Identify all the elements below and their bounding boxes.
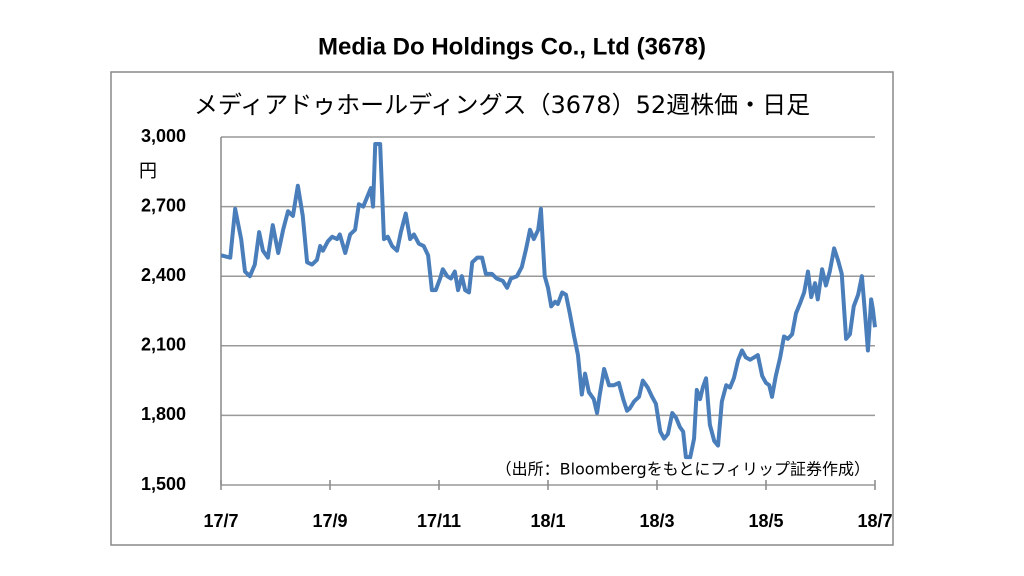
y-axis-unit: 円	[139, 161, 157, 182]
x-tick-label: 18/1	[530, 511, 565, 531]
x-tick-label: 18/3	[639, 511, 674, 531]
source-note: （出所：Bloombergをもとにフィリップ証券作成）	[496, 460, 870, 479]
x-tick-label: 17/7	[203, 511, 238, 531]
y-tick-label: 1,800	[141, 404, 186, 424]
price-line	[220, 141, 877, 460]
y-tick-label: 2,400	[141, 265, 186, 285]
y-tick-label: 1,500	[141, 474, 186, 494]
chart-frame	[110, 71, 894, 546]
y-tick-label: 2,100	[141, 335, 186, 355]
x-tick-label: 18/5	[748, 511, 783, 531]
chart-subtitle: メディアドゥホールディングス（3678）52週株価・日足	[194, 91, 810, 119]
y-tick-label: 2,700	[141, 195, 186, 215]
y-tick-label: 3,000	[141, 126, 186, 146]
chart-title: Media Do Holdings Co., Ltd (3678)	[318, 33, 706, 60]
x-tick-label: 17/9	[312, 511, 347, 531]
x-tick-label: 18/7	[857, 511, 892, 531]
x-tick-label: 17/11	[417, 511, 461, 531]
